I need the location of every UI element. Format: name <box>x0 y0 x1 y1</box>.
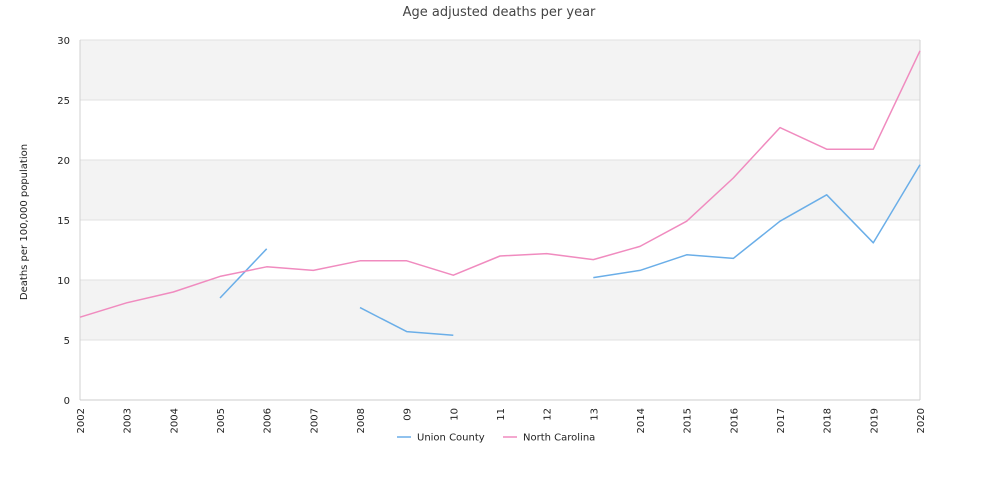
x-tick-label: 12 <box>543 408 554 421</box>
x-tick-label: 2017 <box>776 408 787 433</box>
y-tick-label: 20 <box>57 156 70 167</box>
y-tick-label: 0 <box>64 396 70 407</box>
x-tick-label: 2016 <box>729 408 740 433</box>
grid-lines <box>80 39 920 401</box>
x-tick-label: 09 <box>403 408 414 421</box>
x-tick-label: 2002 <box>76 408 87 433</box>
y-tick-label: 10 <box>57 276 70 287</box>
legend-label: Union County <box>417 433 485 444</box>
axes <box>79 40 921 401</box>
y-tick-label: 15 <box>57 216 70 227</box>
x-tick-label: 10 <box>449 408 460 421</box>
y-tick-label: 5 <box>64 336 70 347</box>
x-tick-label: 2020 <box>916 408 927 433</box>
x-tick-label: 2006 <box>263 408 274 433</box>
series-line-north-carolina <box>79 50 921 318</box>
y-tick-label: 30 <box>57 36 70 47</box>
x-tick-label: 2008 <box>356 408 367 433</box>
chart-title: Age adjusted deaths per year <box>403 5 596 20</box>
x-tick-label: 11 <box>496 408 507 421</box>
x-tick-label: 2019 <box>869 408 880 433</box>
x-tick-label: 2015 <box>683 408 694 433</box>
x-tick-label: 2005 <box>216 408 227 433</box>
series-line-union-county <box>219 248 268 299</box>
x-tick-label: 2007 <box>309 408 320 433</box>
legend[interactable]: Union County North Carolina <box>397 433 595 444</box>
x-tick-label: 2014 <box>636 408 647 433</box>
grid-band <box>80 280 920 340</box>
x-tick-label: 2004 <box>169 408 180 433</box>
legend-item[interactable]: Union County <box>397 433 485 444</box>
y-axis-ticks: 0 5 10 15 20 25 30 <box>57 36 70 407</box>
grid-bands <box>80 40 920 340</box>
y-axis-label: Deaths per 100,000 population <box>19 144 30 300</box>
legend-label: North Carolina <box>523 433 595 444</box>
x-tick-label: 2018 <box>823 408 834 433</box>
x-tick-label: 2003 <box>123 408 134 433</box>
grid-band <box>80 40 920 100</box>
x-tick-label: 13 <box>589 408 600 421</box>
series-line-union-county <box>359 306 454 336</box>
series-lines <box>79 50 921 336</box>
grid-band <box>80 160 920 220</box>
x-axis-ticks: 2002 2003 2004 2005 2006 2007 2008 09 10 11 12 13 20… <box>76 408 927 433</box>
series-line-union-county <box>593 164 921 279</box>
legend-item[interactable]: North Carolina <box>503 433 595 444</box>
y-tick-label: 25 <box>57 96 70 107</box>
